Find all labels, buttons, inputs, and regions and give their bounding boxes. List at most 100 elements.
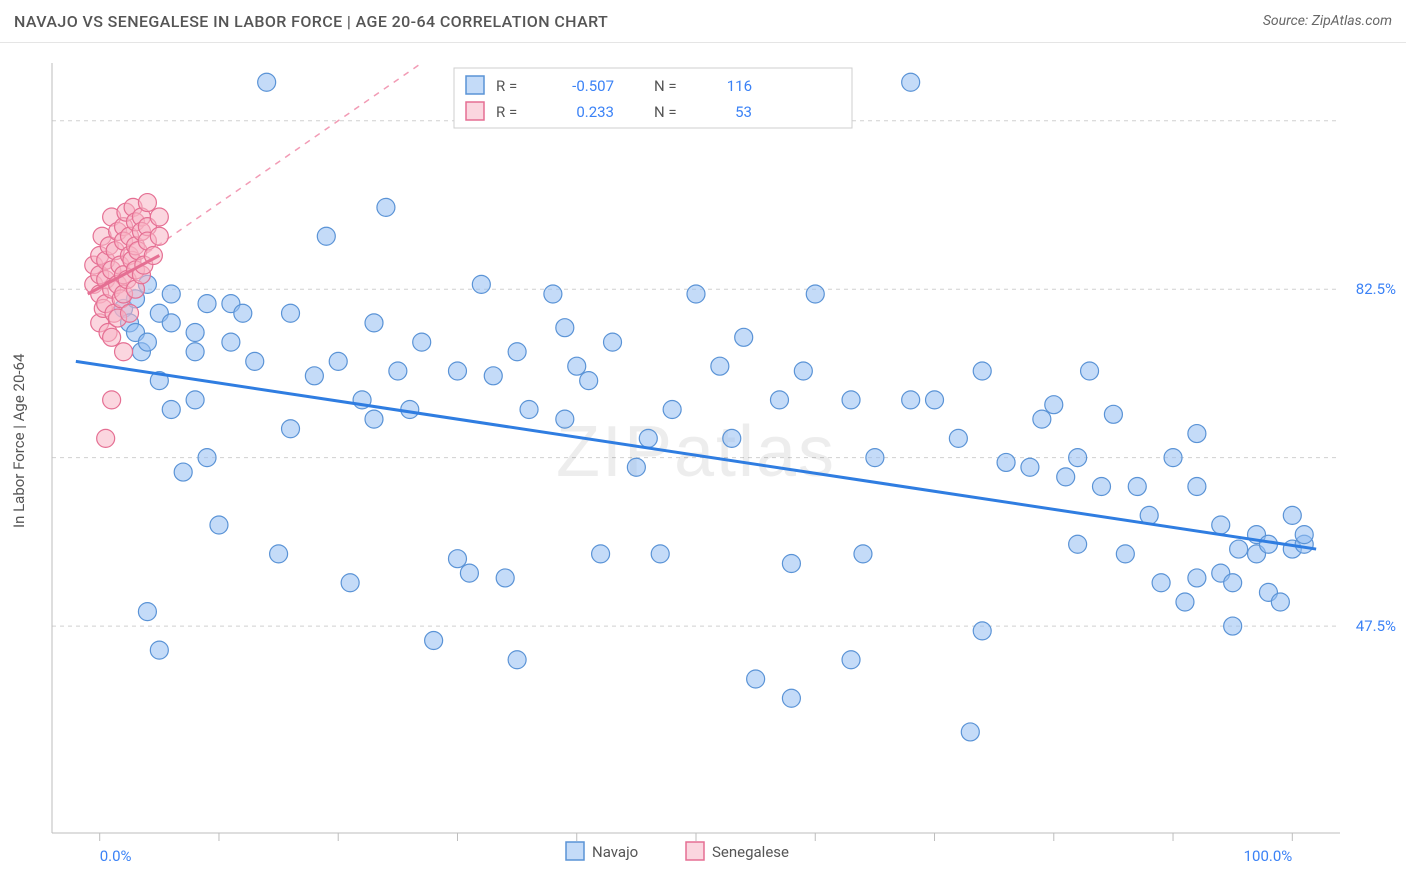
scatter-point-navajo: [866, 449, 884, 467]
scatter-point-navajo: [770, 391, 788, 409]
scatter-point-navajo: [604, 333, 622, 351]
chart-title: NAVAJO VS SENEGALESE IN LABOR FORCE | AG…: [14, 12, 608, 31]
scatter-point-navajo: [1033, 410, 1051, 428]
chart-source: Source: ZipAtlas.com: [1263, 13, 1392, 29]
legend-navajo-N: 116: [727, 77, 752, 95]
scatter-point-navajo: [138, 603, 156, 621]
scatter-point-navajo: [961, 723, 979, 741]
scatter-point-navajo: [592, 545, 610, 563]
x-tick-label-min: 0.0%: [100, 847, 132, 865]
scatter-point-senegalese: [150, 208, 168, 226]
scatter-point-senegalese: [97, 429, 115, 447]
scatter-point-navajo: [1295, 526, 1313, 544]
scatter-point-navajo: [317, 227, 335, 245]
scatter-point-navajo: [1045, 396, 1063, 414]
scatter-point-navajo: [174, 463, 192, 481]
scatter-point-navajo: [377, 198, 395, 216]
scatter-point-navajo: [258, 73, 276, 91]
scatter-point-navajo: [1224, 617, 1242, 635]
bottom-legend-swatch-navajo: [566, 842, 584, 860]
scatter-point-navajo: [723, 429, 741, 447]
scatter-point-navajo: [926, 391, 944, 409]
scatter-point-navajo: [460, 564, 478, 582]
scatter-point-navajo: [198, 449, 216, 467]
legend-senegalese-R: 0.233: [576, 103, 614, 121]
scatter-point-navajo: [1021, 458, 1039, 476]
scatter-point-navajo: [365, 314, 383, 332]
scatter-point-senegalese: [103, 328, 121, 346]
scatter-point-navajo: [413, 333, 431, 351]
scatter-point-navajo: [556, 319, 574, 337]
scatter-point-navajo: [305, 367, 323, 385]
scatter-point-navajo: [1057, 468, 1075, 486]
legend-senegalese-N: 53: [735, 103, 752, 121]
scatter-point-navajo: [365, 410, 383, 428]
scatter-point-navajo: [162, 401, 180, 419]
scatter-point-navajo: [973, 622, 991, 640]
scatter-point-navajo: [484, 367, 502, 385]
scatter-point-navajo: [842, 651, 860, 669]
watermark: ZIPatlas: [556, 412, 836, 492]
y-tick-label: 82.5%: [1356, 280, 1396, 298]
scatter-point-navajo: [1152, 574, 1170, 592]
scatter-point-senegalese: [103, 391, 121, 409]
scatter-point-navajo: [997, 453, 1015, 471]
scatter-point-navajo: [902, 73, 920, 91]
scatter-point-navajo: [341, 574, 359, 592]
scatter-point-navajo: [472, 275, 490, 293]
scatter-point-navajo: [425, 632, 443, 650]
x-tick-label-max: 100.0%: [1244, 847, 1293, 865]
scatter-point-navajo: [1092, 478, 1110, 496]
legend-swatch-senegalese: [466, 102, 484, 120]
scatter-point-navajo: [508, 343, 526, 361]
scatter-point-navajo: [1212, 516, 1230, 534]
legend-N-label-2: N =: [654, 103, 677, 121]
scatter-point-navajo: [1224, 574, 1242, 592]
scatter-point-senegalese: [121, 304, 139, 322]
scatter-point-navajo: [198, 295, 216, 313]
scatter-point-navajo: [162, 314, 180, 332]
scatter-point-navajo: [687, 285, 705, 303]
scatter-point-navajo: [1188, 425, 1206, 443]
scatter-point-navajo: [389, 362, 407, 380]
scatter-point-navajo: [508, 651, 526, 669]
scatter-point-navajo: [663, 401, 681, 419]
scatter-point-navajo: [186, 324, 204, 342]
chart-area: 47.5%82.5%ZIPatlas0.0%100.0%In Labor For…: [0, 43, 1406, 892]
scatter-point-navajo: [496, 569, 514, 587]
scatter-point-navajo: [1116, 545, 1134, 563]
legend-R-label: R =: [496, 77, 517, 95]
scatter-point-navajo: [711, 357, 729, 375]
scatter-point-navajo: [806, 285, 824, 303]
trend-navajo: [76, 361, 1316, 549]
scatter-point-navajo: [222, 333, 240, 351]
legend-swatch-navajo: [466, 76, 484, 94]
scatter-point-navajo: [544, 285, 562, 303]
scatter-point-navajo: [580, 372, 598, 390]
scatter-point-navajo: [639, 429, 657, 447]
source-label: Source:: [1263, 13, 1308, 29]
scatter-point-navajo: [520, 401, 538, 419]
scatter-point-navajo: [651, 545, 669, 563]
scatter-point-navajo: [735, 328, 753, 346]
scatter-point-navajo: [1188, 478, 1206, 496]
scatter-point-navajo: [234, 304, 252, 322]
scatter-point-navajo: [329, 352, 347, 370]
legend-navajo-R: -0.507: [572, 77, 614, 95]
scatter-point-navajo: [1128, 478, 1146, 496]
scatter-point-senegalese: [115, 343, 133, 361]
y-tick-label: 47.5%: [1356, 617, 1396, 635]
scatter-point-navajo: [854, 545, 872, 563]
scatter-point-navajo: [138, 333, 156, 351]
scatter-point-navajo: [568, 357, 586, 375]
scatter-point-navajo: [162, 285, 180, 303]
scatter-point-navajo: [949, 429, 967, 447]
scatter-point-navajo: [556, 410, 574, 428]
scatter-point-navajo: [902, 391, 920, 409]
bottom-legend-swatch-senegalese: [686, 842, 704, 860]
scatter-point-navajo: [1271, 593, 1289, 611]
source-value: ZipAtlas.com: [1312, 13, 1392, 29]
scatter-point-navajo: [282, 420, 300, 438]
scatter-point-navajo: [186, 343, 204, 361]
scatter-point-navajo: [1188, 569, 1206, 587]
